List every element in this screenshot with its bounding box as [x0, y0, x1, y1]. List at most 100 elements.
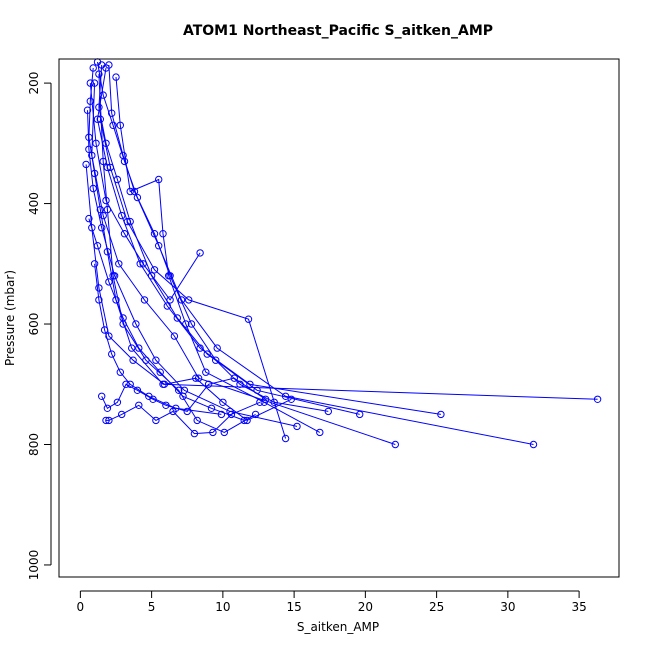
data-point: [163, 302, 172, 310]
data-point: [115, 260, 123, 268]
data-point: [98, 224, 106, 232]
data-point: [177, 296, 186, 304]
data-point: [155, 242, 163, 250]
data-point: [85, 214, 93, 223]
data-point: [83, 106, 92, 114]
data-point: [96, 115, 105, 123]
series-line-6: [87, 110, 298, 427]
data-point: [135, 344, 143, 352]
series-line-8: [91, 83, 396, 445]
data-point: [112, 296, 120, 304]
data-point: [165, 272, 173, 280]
y-tick-label: 200: [27, 72, 41, 95]
data-point: [159, 230, 167, 238]
data-point: [88, 224, 96, 232]
data-point: [175, 386, 183, 394]
data-point: [86, 79, 95, 87]
data-point: [109, 121, 117, 130]
data-point: [213, 344, 221, 352]
data-point: [105, 278, 113, 286]
data-point: [281, 392, 290, 400]
series-line-2: [98, 64, 360, 415]
data-point: [102, 416, 110, 425]
data-point: [113, 398, 122, 406]
series-line-14: [101, 377, 266, 412]
data-point: [90, 79, 99, 87]
series-line-7: [115, 77, 321, 433]
series-line-13: [94, 263, 222, 415]
data-point: [193, 416, 201, 425]
data-point: [316, 428, 324, 437]
data-point: [108, 109, 116, 117]
data-point: [243, 416, 251, 425]
data-point: [105, 416, 113, 425]
data-point: [166, 296, 174, 304]
data-point: [169, 407, 177, 416]
y-tick-label: 1000: [27, 550, 41, 581]
data-point: [103, 404, 112, 412]
data-point: [203, 350, 211, 358]
data-point: [207, 404, 216, 412]
data-point: [99, 211, 107, 220]
series-line-16: [85, 164, 292, 421]
x-tick-label: 25: [429, 600, 444, 614]
data-point: [90, 260, 99, 268]
data-point: [209, 428, 217, 437]
data-point: [119, 151, 127, 160]
series-line-4: [108, 64, 534, 445]
data-point: [182, 320, 190, 328]
data-point: [593, 395, 602, 403]
data-point: [98, 392, 106, 400]
data-point: [156, 368, 164, 376]
data-point: [220, 428, 229, 437]
data-point: [196, 344, 204, 352]
data-point: [92, 139, 100, 148]
data-point: [152, 416, 160, 425]
data-point: [109, 272, 117, 280]
data-point: [192, 374, 200, 382]
data-point: [96, 205, 105, 214]
data-point: [281, 434, 290, 443]
data-point: [99, 157, 107, 166]
data-point: [217, 410, 226, 419]
series-line-10: [89, 83, 201, 301]
data-point: [95, 70, 103, 78]
data-point: [152, 356, 160, 364]
data-point: [128, 344, 136, 352]
y-axis-label: Pressure (mbar): [3, 270, 17, 366]
data-point: [230, 374, 239, 382]
data-point: [287, 395, 295, 403]
data-point: [118, 410, 126, 419]
data-point: [82, 160, 90, 169]
data-point: [529, 440, 538, 449]
data-point: [150, 266, 159, 274]
y-tick-label: 400: [27, 192, 41, 215]
data-point: [219, 398, 227, 406]
series-line-15: [106, 401, 261, 435]
data-point: [155, 175, 163, 184]
x-axis-label: S_aitken_AMP: [297, 620, 379, 634]
data-point: [108, 350, 116, 358]
data-point: [324, 407, 332, 416]
data-point: [112, 73, 120, 81]
x-tick-label: 10: [215, 600, 230, 614]
data-point: [89, 184, 97, 193]
data-point: [89, 64, 97, 72]
data-point: [123, 217, 132, 226]
data-point: [190, 429, 199, 438]
data-point: [185, 296, 193, 304]
data-point: [196, 249, 204, 257]
data-point: [88, 151, 96, 160]
data-point: [139, 260, 147, 268]
data-point: [202, 368, 210, 376]
x-tick-label: 30: [500, 600, 515, 614]
data-point: [293, 422, 301, 431]
data-point: [160, 380, 169, 388]
plot-area: [82, 58, 602, 449]
data-point: [256, 398, 264, 406]
data-point: [120, 230, 129, 238]
data-point: [437, 410, 445, 419]
data-point: [149, 395, 157, 403]
x-tick-label: 35: [571, 600, 586, 614]
